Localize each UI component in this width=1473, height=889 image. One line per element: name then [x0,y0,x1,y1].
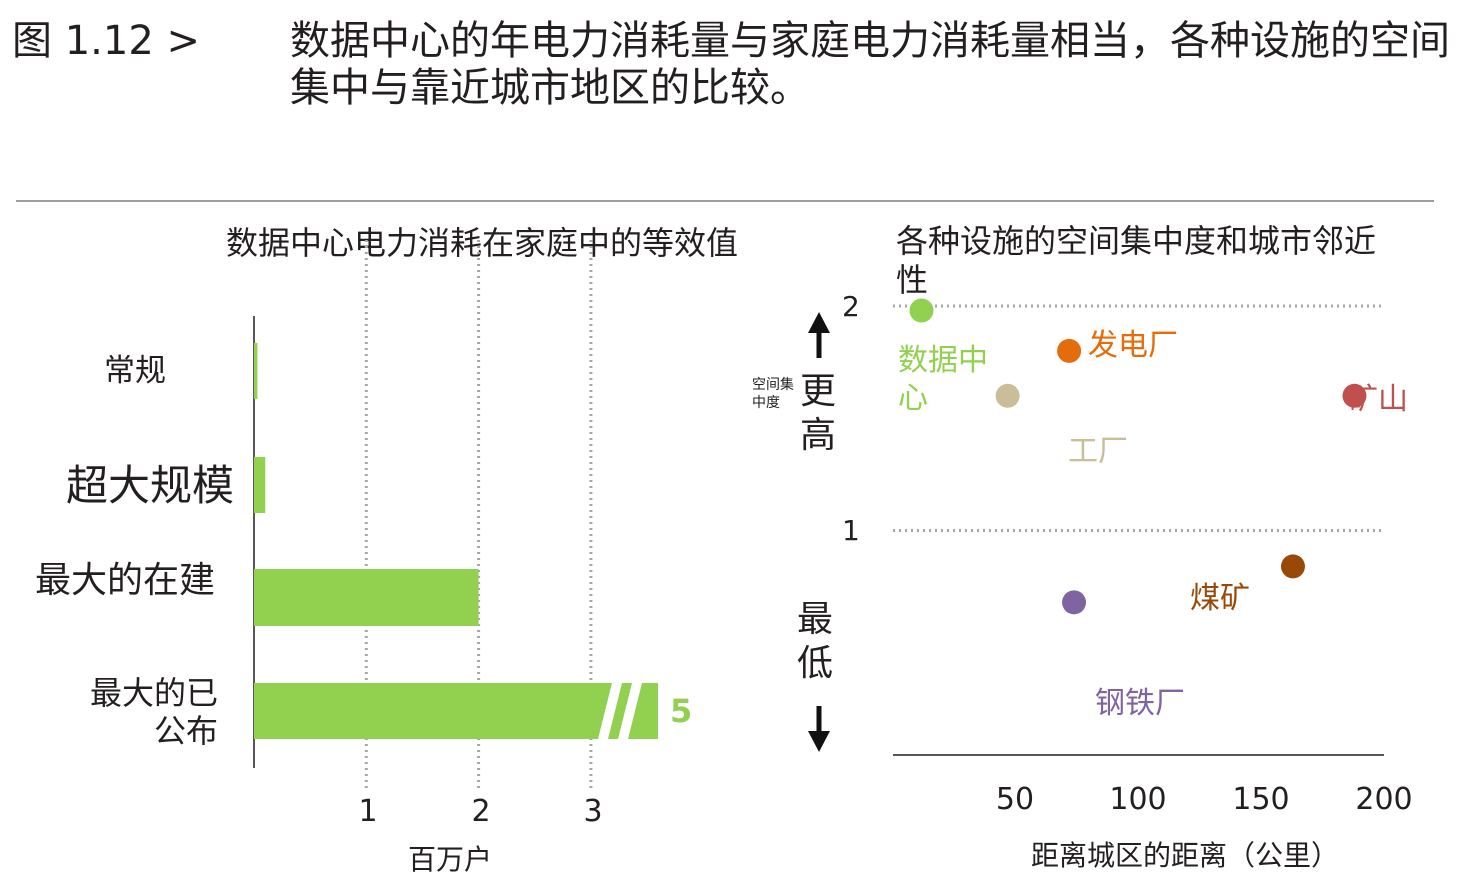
scatter-point-4 [1280,554,1305,579]
scatter-x-tick-50: 50 [995,782,1035,817]
scatter-chart-title: 各种设施的空间集中度和城市邻近性 [896,222,1377,299]
point-label-steel-mill: 钢铁厂 [1095,686,1185,721]
axis-break-mark [618,683,642,739]
bar-label-conventional: 常规 [104,353,166,389]
scatter-x-tick-150: 150 [1232,782,1290,817]
up-arrow [808,312,830,358]
bar-label-largest-under-construction: 最大的在建 [34,560,215,601]
scatter-point-0 [909,298,934,323]
y-arrow-bottom-label: 最低 [797,599,834,684]
scatter-point-2 [995,383,1020,408]
scatter-x-tick-200: 200 [1355,782,1413,817]
x-tick-1: 1 [358,794,378,829]
bar-1 [254,457,266,513]
x-tick-3: 3 [583,794,603,829]
scatter-point-3 [1342,383,1367,408]
bar-0 [254,343,258,399]
x-tick-2: 2 [471,794,491,829]
y-tick-2: 2 [842,290,860,323]
bar-label-largest-announced: 最大的已公布 [89,674,218,750]
point-label-factory: 工厂 [1068,434,1128,469]
bar-label-hyperscale: 超大规模 [65,461,234,510]
figure-label: 图 1.12 > [12,18,201,64]
bar-x-axis-title: 百万户 [407,843,493,876]
scatter-x-tick-100: 100 [1109,782,1167,817]
bar-3 [254,683,658,739]
y-tick-1: 1 [842,514,860,547]
bar-chart-title: 数据中心电力消耗在家庭中的等效值 [226,224,739,262]
scatter-point-1 [1057,338,1082,363]
y-arrow-top-label: 更高 [800,371,837,456]
point-label-coal-mine: 煤矿 [1190,581,1250,616]
down-arrow [808,706,830,752]
bar-2 [254,569,479,626]
point-label-data-center: 数据中心 [898,343,988,416]
figure-title: 数据中心的年电力消耗量与家庭电力消耗量相当，各种设施的空间集中与靠近城市地区的比… [290,18,1450,111]
divider [16,200,1434,202]
scatter-x-axis-title: 距离城区的距离（公里） [1030,839,1340,872]
y-axis-title: 空间集中度 [752,377,794,411]
axis-break-mark [598,683,622,739]
point-label-power-plant: 发电厂 [1088,328,1178,363]
bar-value-label: 5 [670,692,693,730]
scatter-point-5 [1062,590,1087,615]
